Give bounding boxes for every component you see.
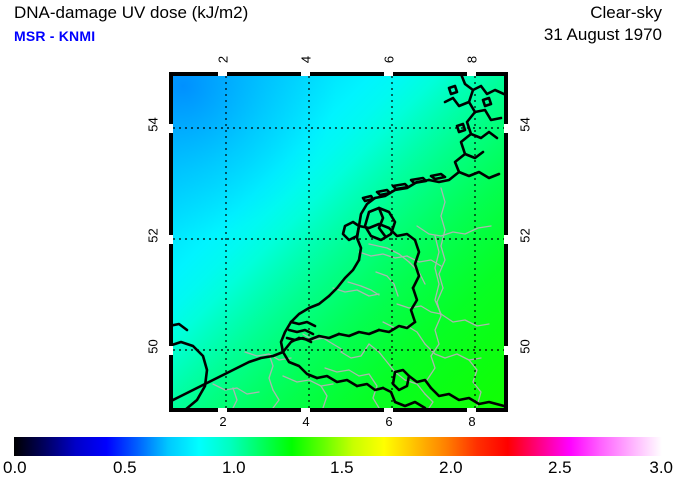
colorbar-ticks: 0.0 0.5 1.0 1.5 2.0 2.5 3.0 — [0, 458, 676, 480]
colorbar-tick-6: 3.0 — [649, 458, 673, 477]
axis-label-left-52: 52 — [145, 228, 161, 243]
tick-top-4 — [301, 72, 310, 76]
tick-right-54 — [504, 124, 508, 133]
tick-left-54 — [169, 124, 173, 133]
axis-label-bottom-3: 6 — [385, 414, 393, 429]
institute-label: MSR - KNMI — [14, 28, 96, 44]
tick-top-6 — [384, 72, 393, 76]
axis-label-bottom-4: 8 — [468, 414, 476, 429]
tick-right-50 — [504, 346, 508, 355]
axis-label-left-54: 54 — [145, 117, 161, 132]
axis-label-bottom-2: 4 — [302, 414, 310, 429]
axis-label-top-4: 8 — [464, 55, 480, 64]
sky-condition-label: Clear-sky — [590, 3, 662, 22]
colorbar: 0.0 0.5 1.0 1.5 2.0 2.5 3.0 — [0, 437, 676, 480]
map-frame — [169, 72, 508, 412]
axis-label-right-50: 50 — [517, 339, 533, 354]
map-data-field — [173, 76, 504, 408]
colorbar-gradient — [14, 437, 662, 456]
map-plot: 2 4 6 8 2 4 6 8 54 52 50 54 52 50 — [146, 56, 533, 428]
tick-bottom-4 — [301, 408, 310, 412]
axis-label-left-50: 50 — [145, 339, 161, 354]
colorbar-tick-0: 0.0 — [3, 458, 27, 477]
page-title: DNA-damage UV dose (kJ/m2) — [14, 3, 249, 22]
axis-label-top-1: 2 — [215, 55, 231, 64]
colorbar-tick-1: 0.5 — [113, 458, 137, 477]
tick-right-52 — [504, 235, 508, 244]
colorbar-tick-2: 1.0 — [222, 458, 246, 477]
tick-top-8 — [467, 72, 476, 76]
header: DNA-damage UV dose (kJ/m2) MSR - KNMI Cl… — [0, 0, 676, 52]
colorbar-tick-5: 2.5 — [548, 458, 572, 477]
axis-label-top-3: 6 — [381, 55, 397, 64]
colorbar-tick-3: 1.5 — [330, 458, 354, 477]
date-label: 31 August 1970 — [543, 25, 662, 44]
tick-bottom-8 — [467, 408, 476, 412]
tick-left-50 — [169, 346, 173, 355]
tick-bottom-2 — [218, 408, 227, 412]
tick-bottom-6 — [384, 408, 393, 412]
tick-left-52 — [169, 235, 173, 244]
axis-label-right-54: 54 — [517, 117, 533, 132]
axis-label-right-52: 52 — [517, 228, 533, 243]
colorbar-tick-4: 2.0 — [439, 458, 463, 477]
tick-top-2 — [218, 72, 227, 76]
axis-label-top-2: 4 — [298, 55, 314, 64]
axis-label-bottom-1: 2 — [219, 414, 227, 429]
